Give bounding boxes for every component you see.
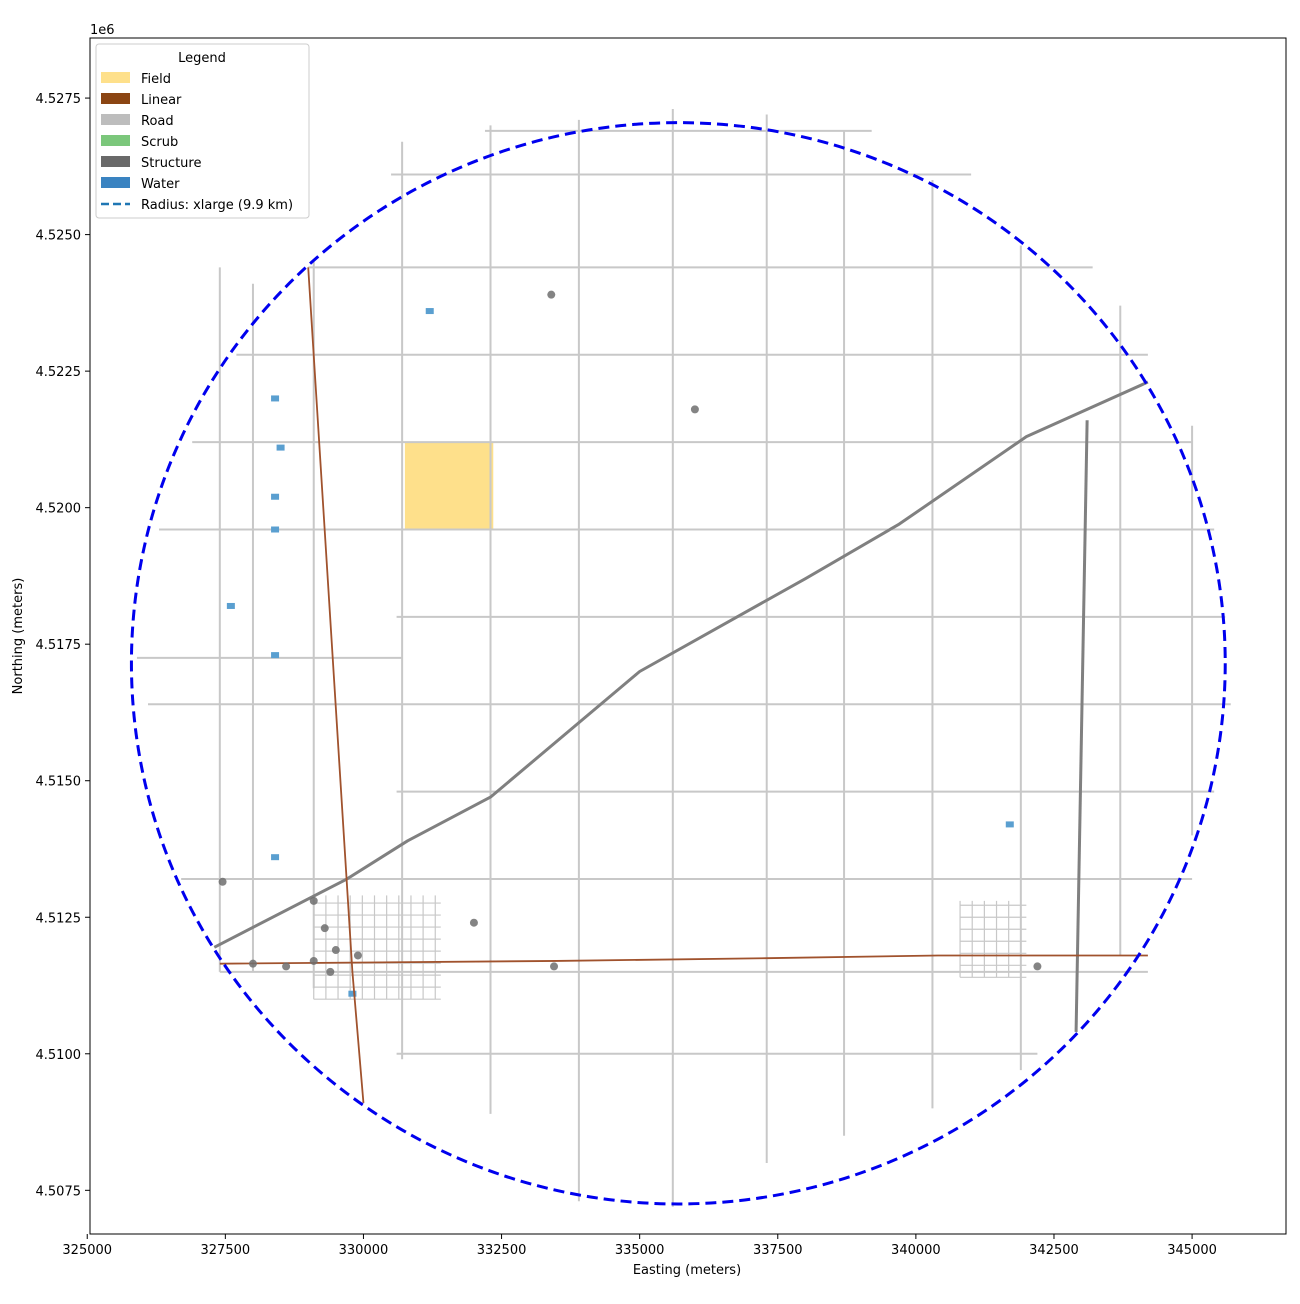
legend: Legend Field Linear Road Scrub Structure Wate… [95,43,310,219]
field-patch [404,442,494,530]
x-tick-label: 325000 [62,1243,112,1258]
structure-line [213,380,1149,949]
legend-swatch [101,177,130,188]
legend-box [95,43,310,219]
x-tick-label: 332500 [477,1243,527,1258]
legend-label: Structure [141,156,201,171]
legend-swatch [101,156,130,167]
structure-point [309,896,318,905]
legend-title: Legend [178,51,226,66]
x-tick-label: 327500 [201,1243,251,1258]
y-tick-label: 4.5100 [36,1048,82,1063]
y-tick-label: 4.5125 [36,911,82,926]
axes: 325000 327500 330000 332500 335000 337500 3400… [36,37,1287,1258]
water-patch [425,308,434,315]
water-patch [271,526,280,533]
water-patch [271,854,280,861]
structure-point [218,877,227,886]
structure-point [282,962,291,971]
y-tick-label: 4.5250 [36,229,82,244]
radius-circle [129,121,1227,1206]
axes-frame [89,37,1287,1235]
water-patch [271,493,280,500]
water-patch [271,395,280,402]
x-tick-label: 345000 [1167,1243,1217,1258]
structure-point [309,956,318,965]
y-tick-label: 4.5075 [36,1184,82,1199]
x-tick-label: 330000 [339,1243,389,1258]
structure-point [320,924,329,933]
water-patch [271,652,280,659]
x-tick-label: 340000 [891,1243,941,1258]
x-tick-label: 342500 [1029,1243,1079,1258]
y-offset-label: 1e6 [90,23,115,38]
structure-point [331,946,340,955]
structure-point [550,962,559,971]
linear-feature [307,267,365,1104]
structure-point [326,967,335,976]
x-tick-label: 335000 [615,1243,665,1258]
y-tick-label: 4.5200 [36,502,82,517]
y-axis-label: Northing (meters) [11,578,26,695]
structure-point [1033,962,1042,971]
structure-point [353,951,362,960]
y-tick-label: 4.5150 [36,775,82,790]
plot-area [129,108,1231,1207]
y-tick-label: 4.5275 [36,92,82,107]
legend-label: Field [141,72,171,87]
legend-swatch [101,135,130,146]
legend-label: Scrub [141,135,178,150]
structure-point [248,959,257,968]
legend-label: Water [141,177,180,192]
water-patch [276,444,285,451]
legend-swatch [101,114,130,125]
linear-feature [219,954,1148,965]
legend-label: Radius: xlarge (9.9 km) [141,198,293,213]
y-tick-label: 4.5225 [36,365,82,380]
structure-point [690,405,699,414]
structure-line [1074,420,1089,1032]
legend-swatch [101,93,130,104]
water-patch [1005,821,1014,828]
y-tick-label: 4.5175 [36,638,82,653]
legend-label: Road [141,114,174,129]
legend-label: Linear [141,93,182,108]
water-patch [348,990,357,997]
x-axis-label: Easting (meters) [633,1263,741,1278]
structure-point [469,918,478,927]
structure-point [547,290,556,299]
water-patch [226,602,235,609]
legend-swatch [101,72,130,83]
x-tick-label: 337500 [753,1243,803,1258]
